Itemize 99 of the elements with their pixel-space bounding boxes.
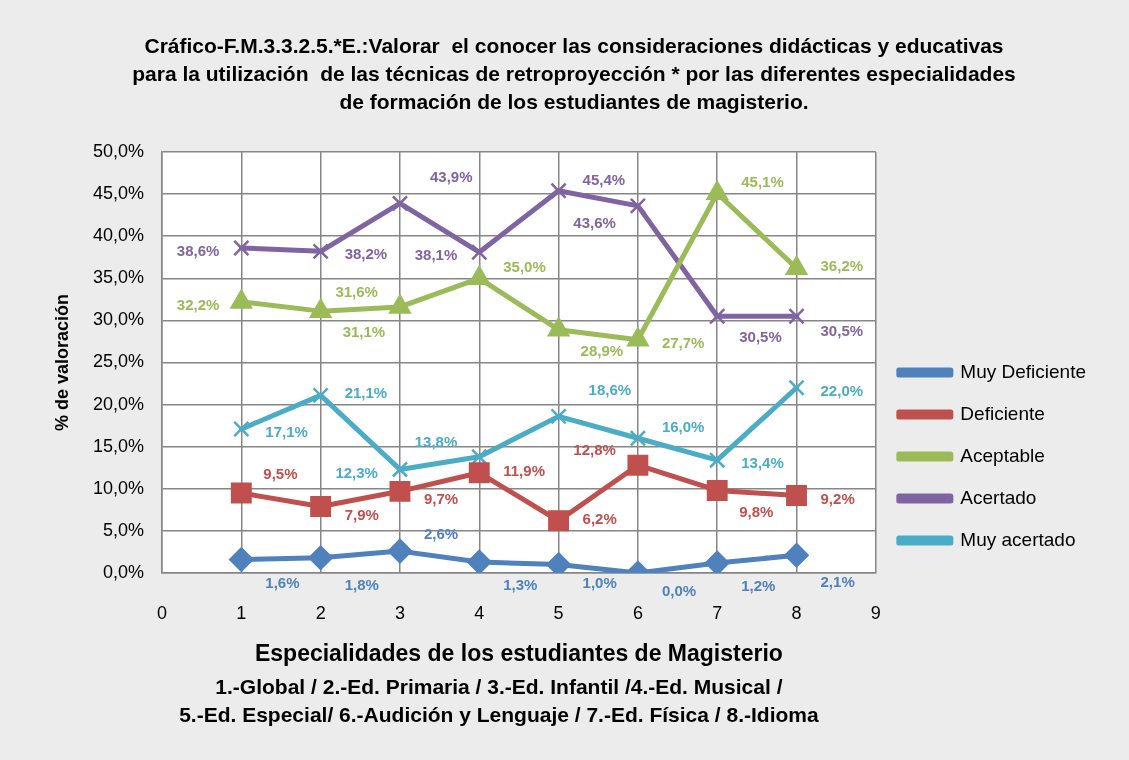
data-label: 30,5%: [739, 328, 782, 346]
data-label: 9,8%: [739, 502, 774, 520]
legend-label: Muy Deficiente: [960, 360, 1087, 382]
point: [629, 197, 647, 215]
point: [229, 547, 254, 572]
point: [467, 549, 492, 573]
data-label: 2,1%: [820, 573, 855, 591]
data-label: 28,9%: [580, 341, 624, 359]
data-label: 38,1%: [414, 246, 458, 264]
data-label: 22,0%: [820, 381, 864, 399]
y-tick-label: 45,0%: [92, 183, 144, 204]
data-label: 31,1%: [342, 323, 386, 341]
data-label: 32,2%: [176, 296, 220, 314]
data-label: 45,1%: [741, 173, 784, 191]
point: [548, 510, 570, 532]
y-tick-label: 35,0%: [92, 267, 144, 288]
x-tick-label: 7: [712, 602, 723, 623]
data-label: 1,2%: [741, 577, 776, 595]
point: [312, 243, 329, 260]
legend-label: Aceptable: [960, 444, 1045, 466]
data-label: 43,9%: [429, 167, 473, 185]
y-tick-label: 15,0%: [92, 435, 144, 456]
y-tick-label: 20,0%: [92, 393, 144, 414]
point: [786, 485, 807, 506]
text: 5.-Ed. Especial/ 6.-Audición y Lenguaje / 7.-Ed. Física / 8.-Idioma: [179, 702, 819, 726]
data-label: 12,3%: [335, 463, 378, 481]
legend-label: Acertado: [960, 486, 1037, 508]
x-tick-label: 3: [394, 602, 405, 623]
data-label: 27,7%: [661, 333, 705, 351]
data-label: 43,6%: [573, 214, 616, 232]
x-tick-label: 1: [236, 602, 247, 623]
data-label: 38,2%: [344, 245, 388, 263]
point: [387, 538, 413, 564]
data-label: 18,6%: [588, 380, 632, 398]
point: [704, 550, 730, 573]
data-label: 35,0%: [503, 258, 546, 276]
chart-title: Cráfico-F.M.3.3.2.5.*E.:Valorar el conocer las consideraciones didácticas y educativas para la utilización de las técnicas de retroproyección * por las diferentes especialidades de formación de los estudiantes de magisterio.: [132, 33, 1016, 113]
x-tick-label: 2: [315, 602, 326, 623]
point: [389, 480, 411, 502]
x-tick-label: 6: [632, 602, 643, 623]
data-label: 11,9%: [503, 461, 545, 479]
data-label: 45,4%: [582, 170, 626, 188]
point: [232, 420, 250, 438]
point: [550, 408, 567, 425]
point: [310, 496, 332, 517]
data-label: 13,8%: [414, 432, 458, 450]
point: [706, 480, 728, 501]
y-tick-label: 40,0%: [92, 225, 144, 246]
y-tick-label: 25,0%: [92, 351, 144, 372]
legend-label: Deficiente: [960, 402, 1045, 424]
data-label: 0,0%: [661, 582, 697, 600]
point: [308, 545, 333, 571]
data-label: 1,8%: [344, 575, 379, 593]
x-tick-label: 9: [870, 602, 881, 623]
data-label: 9,7%: [423, 490, 459, 508]
point: [627, 454, 649, 476]
point: [232, 239, 250, 257]
x-axis-title: Especialidades de los estudiantes de Magisterio: [254, 639, 783, 666]
data-label: 36,2%: [820, 257, 864, 275]
y-tick-label: 0,0%: [102, 561, 144, 582]
point: [391, 461, 409, 478]
data-label: 31,6%: [335, 283, 378, 301]
data-label: 38,6%: [176, 242, 220, 260]
text: 1.-Global / 2.-Ed. Primaria / 3.-Ed. Infantil /4.-Ed. Musical /: [215, 674, 783, 698]
point: [708, 307, 726, 325]
data-label: 30,5%: [820, 322, 864, 340]
data-label: 16,0%: [661, 418, 705, 436]
y-tick-label: 50,0%: [92, 140, 144, 161]
y-tick-label: 30,0%: [92, 309, 144, 330]
point: [550, 182, 567, 200]
y-axis-title: % de valoración: [51, 293, 72, 432]
legend-label: Muy acertado: [960, 528, 1076, 550]
point: [629, 429, 647, 447]
x-tick-label: 4: [474, 602, 485, 623]
data-label: 1,3%: [503, 576, 538, 594]
y-tick-label: 5,0%: [102, 519, 144, 540]
data-label: 9,2%: [820, 489, 855, 507]
y-tick-label: 10,0%: [92, 477, 144, 498]
point: [546, 552, 571, 573]
point: [391, 195, 409, 212]
data-label: 13,4%: [741, 454, 784, 472]
point: [708, 451, 726, 469]
data-label: 6,2%: [582, 509, 617, 527]
data-label: 9,5%: [263, 465, 298, 483]
x-tick-label: 8: [791, 602, 802, 623]
point: [468, 462, 490, 484]
data-label: 1,6%: [265, 573, 300, 591]
point: [788, 307, 805, 325]
point: [788, 379, 805, 397]
x-tick-label: 0: [156, 602, 168, 623]
x-tick-label: 5: [553, 602, 564, 623]
point: [470, 243, 488, 261]
point: [312, 387, 329, 404]
data-label: 21,1%: [344, 384, 388, 402]
point: [230, 482, 252, 504]
data-label: 7,9%: [344, 505, 379, 523]
data-label: 17,1%: [265, 423, 308, 441]
point: [784, 543, 809, 568]
data-label: 1,0%: [582, 573, 617, 591]
